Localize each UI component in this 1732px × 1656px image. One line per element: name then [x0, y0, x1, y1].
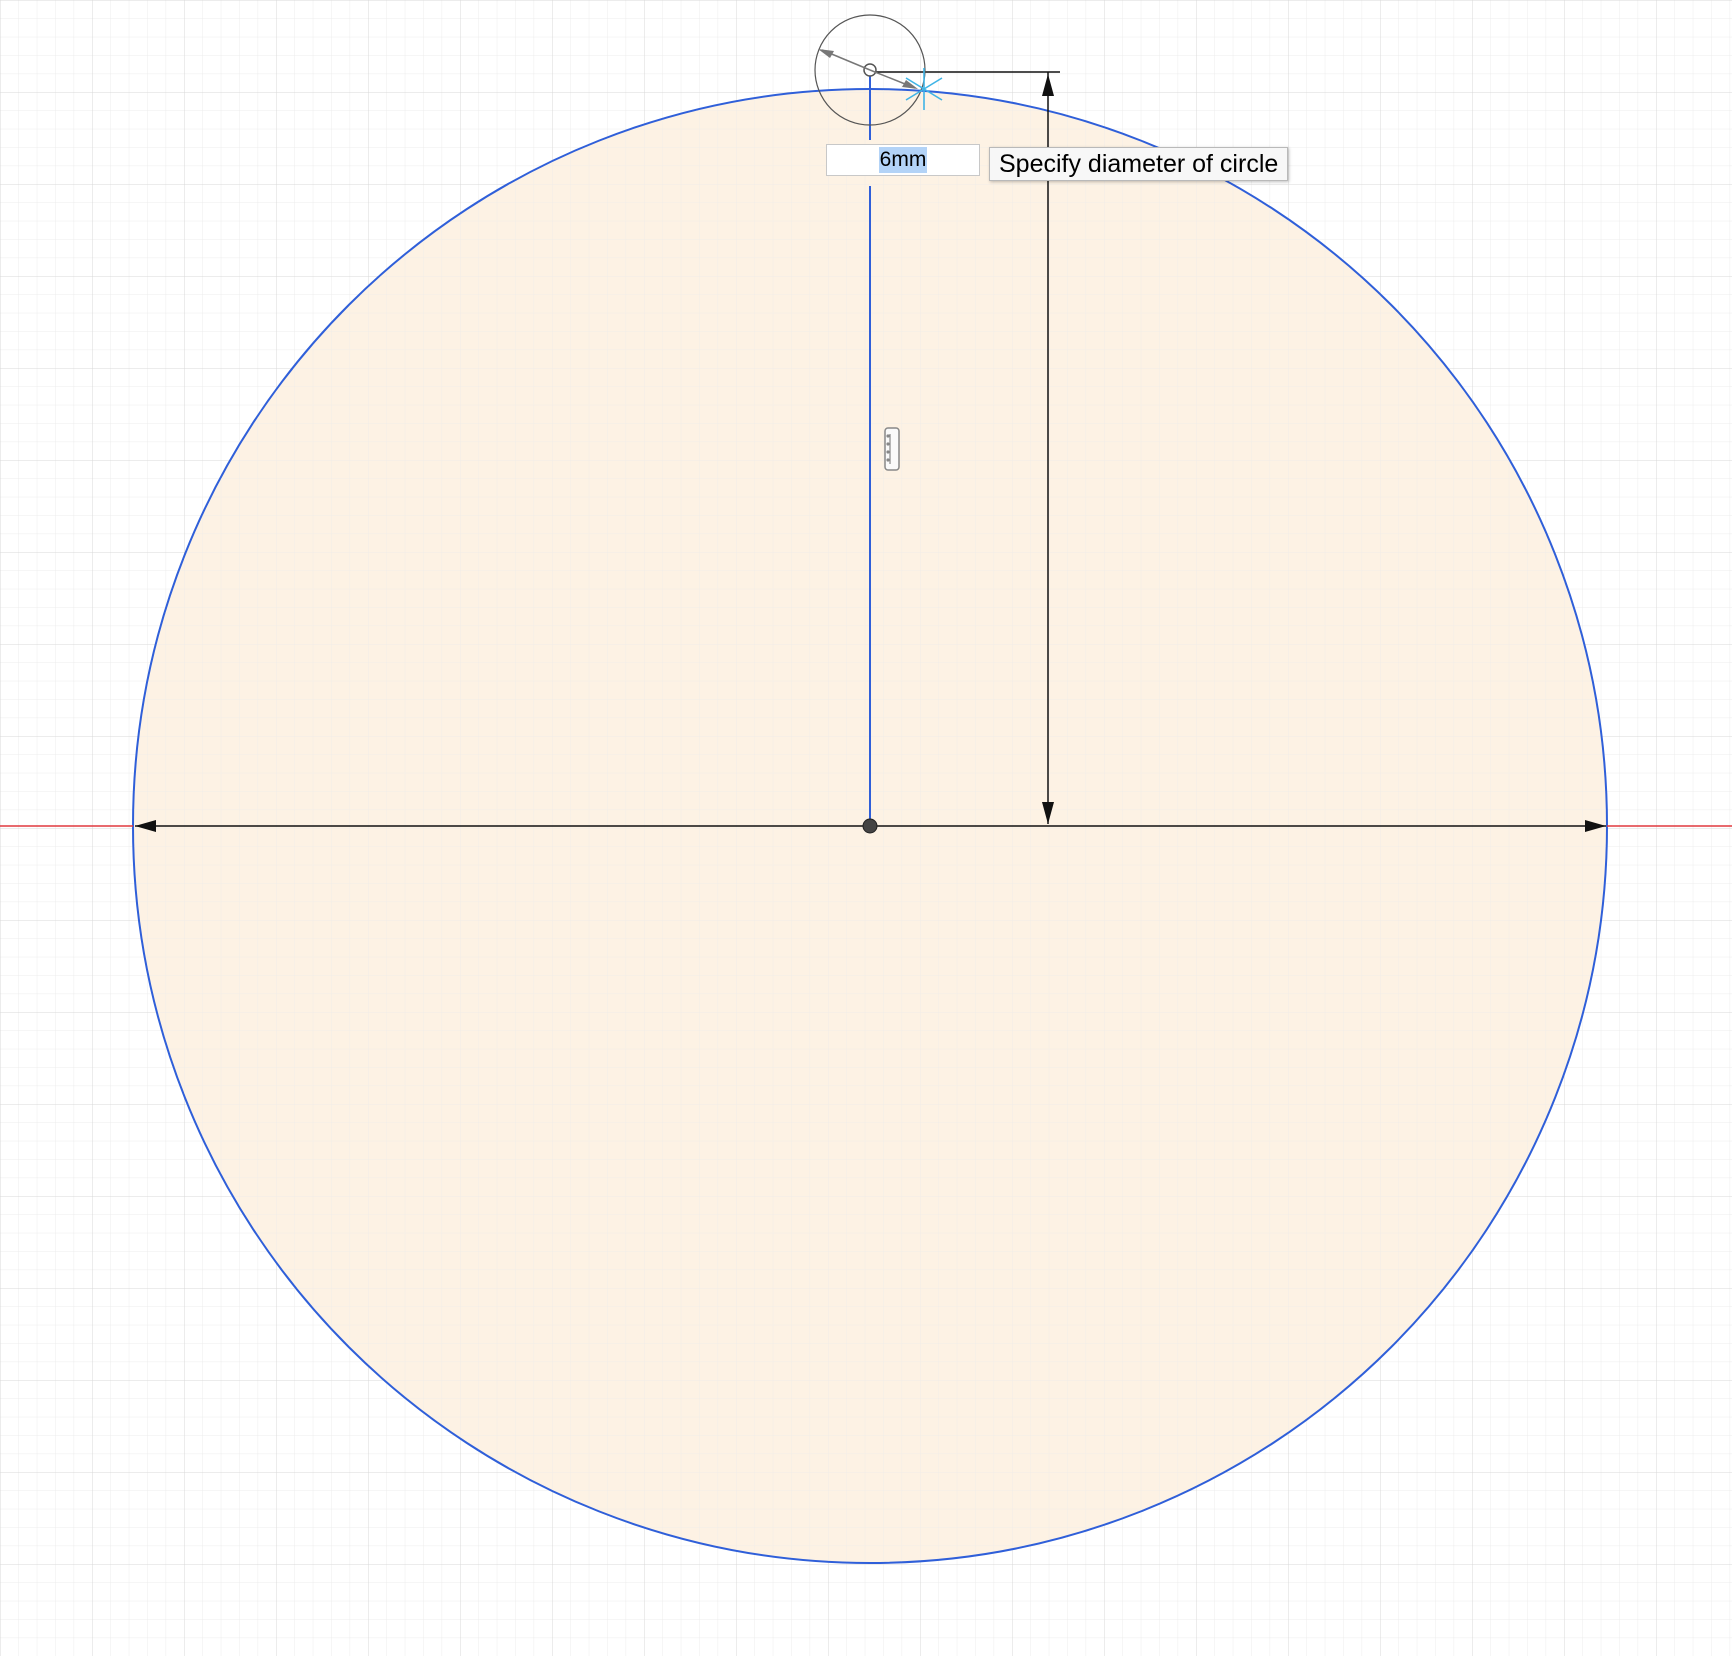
diameter-input-value: 6mm: [878, 147, 928, 173]
cursor-arrow-back-icon: [818, 49, 834, 58]
cursor-arrow-forward-icon: [902, 80, 918, 89]
tooltip: Specify diameter of circle: [989, 147, 1289, 181]
tooltip-text: Specify diameter of circle: [999, 149, 1279, 178]
diameter-arrow-left-icon: [135, 820, 156, 832]
vertical-constraint-icon: [884, 427, 900, 471]
diameter-input-field[interactable]: 6mm: [826, 144, 980, 176]
cursor-snap-circle-icon: [814, 14, 926, 126]
center-point-icon[interactable]: [862, 818, 878, 834]
diameter-arrow-right-icon: [1585, 820, 1606, 832]
crosshair-cursor-icon: [905, 68, 943, 110]
radius-arrow-top-icon: [1042, 74, 1054, 96]
radius-arrow-bottom-icon: [1042, 802, 1054, 824]
